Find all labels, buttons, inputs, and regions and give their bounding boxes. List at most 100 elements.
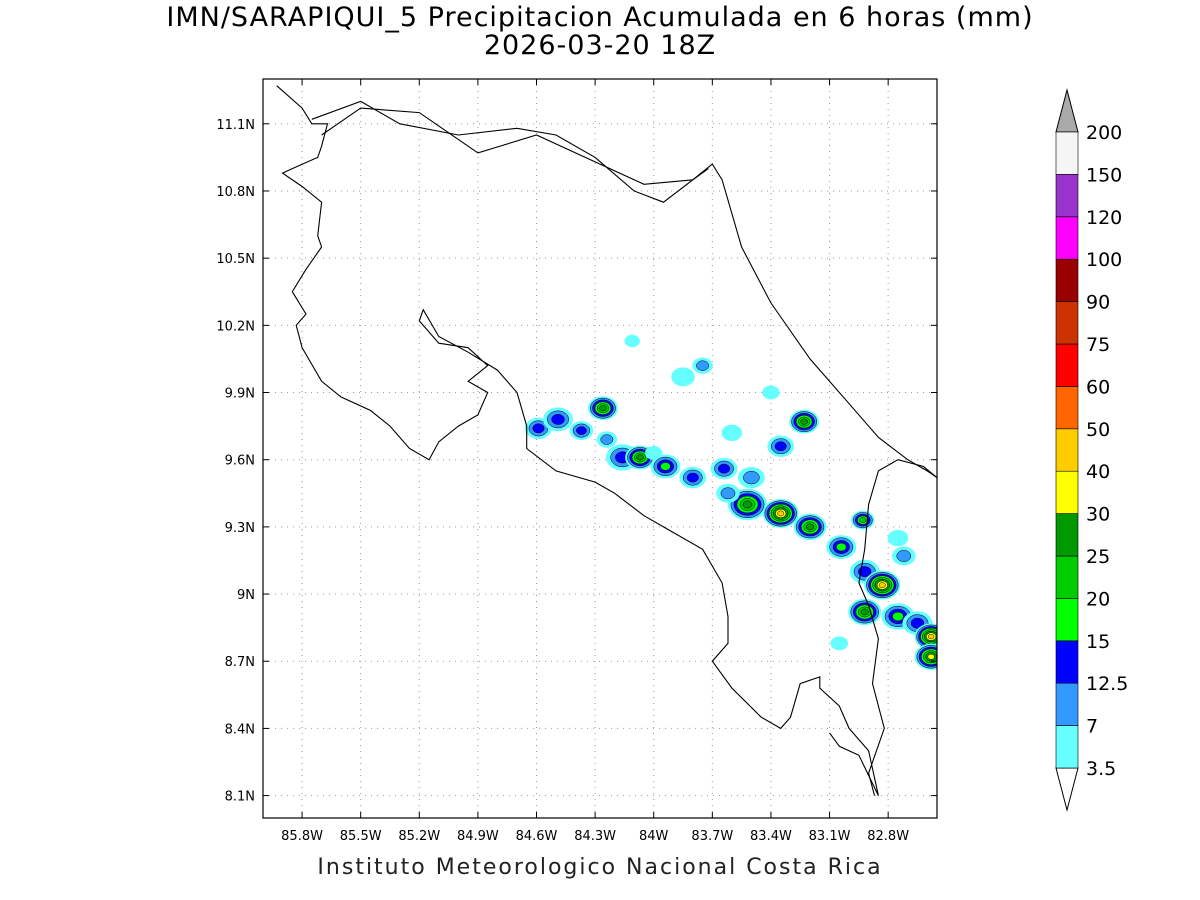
colorbar-swatch xyxy=(1055,555,1079,599)
colorbar-label: 3.5 xyxy=(1086,758,1116,780)
lat-tick-label: 8.7N xyxy=(225,655,255,670)
colorbar-swatch xyxy=(1055,131,1079,175)
precip-ring xyxy=(743,470,760,485)
colorbar-swatch xyxy=(1055,258,1079,302)
colorbar-label: 75 xyxy=(1086,334,1110,356)
colorbar-label: 200 xyxy=(1086,122,1122,144)
lat-tick-label: 10.5N xyxy=(216,252,255,267)
lat-tick-label: 10.8N xyxy=(216,185,255,200)
precip-cell xyxy=(525,417,552,440)
precip-ring xyxy=(720,487,736,500)
precip-cell xyxy=(826,535,857,559)
lat-tick-label: 10.2N xyxy=(216,319,255,334)
precip-cell xyxy=(864,570,901,600)
precip-ring xyxy=(878,582,886,588)
colorbar-swatch xyxy=(1055,216,1079,260)
colorbar-label: 15 xyxy=(1086,631,1110,653)
precip-cell xyxy=(596,431,618,448)
colorbar-swatch xyxy=(1055,598,1079,642)
plot-frame xyxy=(262,78,938,819)
colorbar-swatch xyxy=(1055,470,1079,514)
precip-cell xyxy=(624,334,640,348)
precip-ring xyxy=(551,414,565,425)
lon-tick-label: 83.7W xyxy=(691,829,733,844)
precip-cell xyxy=(738,466,765,489)
map-subtitle-datetime: 2026-03-20 18Z xyxy=(483,30,717,61)
precip-ring xyxy=(836,542,847,552)
precip-cell xyxy=(914,643,937,670)
footer-credit: Instituto Meteorologico Nacional Costa R… xyxy=(317,855,883,880)
colorbar-swatch xyxy=(1055,513,1079,557)
colorbar-swatch xyxy=(1055,428,1079,472)
colorbar-label: 30 xyxy=(1086,504,1110,526)
precip-ring xyxy=(742,500,753,509)
precip-cell xyxy=(543,407,573,432)
colorbar-swatch xyxy=(1055,343,1079,387)
colorbar-swatch xyxy=(1055,725,1079,769)
precip-ring xyxy=(830,636,849,651)
pacific-coastline xyxy=(276,85,879,796)
precip-ring xyxy=(686,472,699,483)
precip-cell xyxy=(848,598,882,626)
colorbar-label: 7 xyxy=(1086,716,1098,738)
caribbean-coastline xyxy=(311,100,937,479)
precip-ring xyxy=(600,434,614,445)
lon-tick-label: 84.6W xyxy=(516,829,558,844)
colorbar-label: 40 xyxy=(1086,461,1110,483)
precip-ring xyxy=(718,463,731,474)
precip-cell xyxy=(767,435,795,457)
lat-tick-label: 11.1N xyxy=(216,118,255,133)
precip-ring xyxy=(927,634,935,640)
precip-cell xyxy=(650,454,681,479)
precip-ring xyxy=(774,441,787,452)
precip-ring xyxy=(910,617,925,629)
precip-cells xyxy=(525,334,937,670)
colorbar-swatch xyxy=(1055,301,1079,345)
lat-tick-label: 9N xyxy=(237,588,255,603)
lon-tick-label: 85.8W xyxy=(281,829,323,844)
colorbar-legend: 3.5 7 12.5 15 20 25 30 40 50 60 75 90 100 120 150 200 xyxy=(1055,88,1128,812)
precip-ring xyxy=(624,334,640,348)
nicaragua-border xyxy=(321,107,709,185)
precip-cell xyxy=(671,367,695,387)
colorbar-swatch xyxy=(1055,682,1079,726)
precip-ring xyxy=(777,510,785,517)
lat-tick-label: 9.6N xyxy=(225,454,255,469)
precip-ring xyxy=(927,653,935,660)
lon-tick-label: 85.5W xyxy=(340,829,382,844)
colorbar-label: 90 xyxy=(1086,292,1110,314)
precip-ring xyxy=(887,529,909,547)
colorbar-swatch xyxy=(1055,640,1079,684)
colorbar-label: 60 xyxy=(1086,376,1110,398)
precip-cell xyxy=(789,409,820,434)
precip-ring xyxy=(859,517,867,523)
precip-ring xyxy=(892,611,904,622)
precip-cell xyxy=(762,498,799,528)
lat-tick-label: 8.1N xyxy=(225,790,255,805)
lon-tick-label: 85.2W xyxy=(398,829,440,844)
map-title: IMN/SARAPIQUI_5 Precipitacion Acumulada … xyxy=(166,2,1034,33)
colorbar-swatch xyxy=(1055,386,1079,430)
colorbar-label: 150 xyxy=(1086,164,1122,186)
colorbar-label: 120 xyxy=(1086,207,1122,229)
lat-tick-label: 9.9N xyxy=(225,387,255,402)
precip-ring xyxy=(599,405,607,412)
lon-tick-label: 83.4W xyxy=(750,829,792,844)
precip-cell xyxy=(692,357,713,374)
lon-tick-label: 84W xyxy=(639,829,669,844)
precip-ring xyxy=(762,385,780,400)
precip-ring xyxy=(671,367,695,387)
grid-lines xyxy=(263,79,937,818)
colorbar-label: 50 xyxy=(1086,419,1110,441)
precip-cell xyxy=(830,636,849,651)
colorbar-swatch xyxy=(1055,174,1079,218)
colorbar-label: 12.5 xyxy=(1086,673,1128,695)
precip-cell xyxy=(710,457,738,480)
precip-ring xyxy=(896,550,912,562)
precip-cell xyxy=(679,466,707,489)
precip-cell xyxy=(569,421,594,441)
precip-ring xyxy=(860,608,869,616)
precip-ring xyxy=(696,360,709,371)
colorbar-label: 25 xyxy=(1086,546,1110,568)
